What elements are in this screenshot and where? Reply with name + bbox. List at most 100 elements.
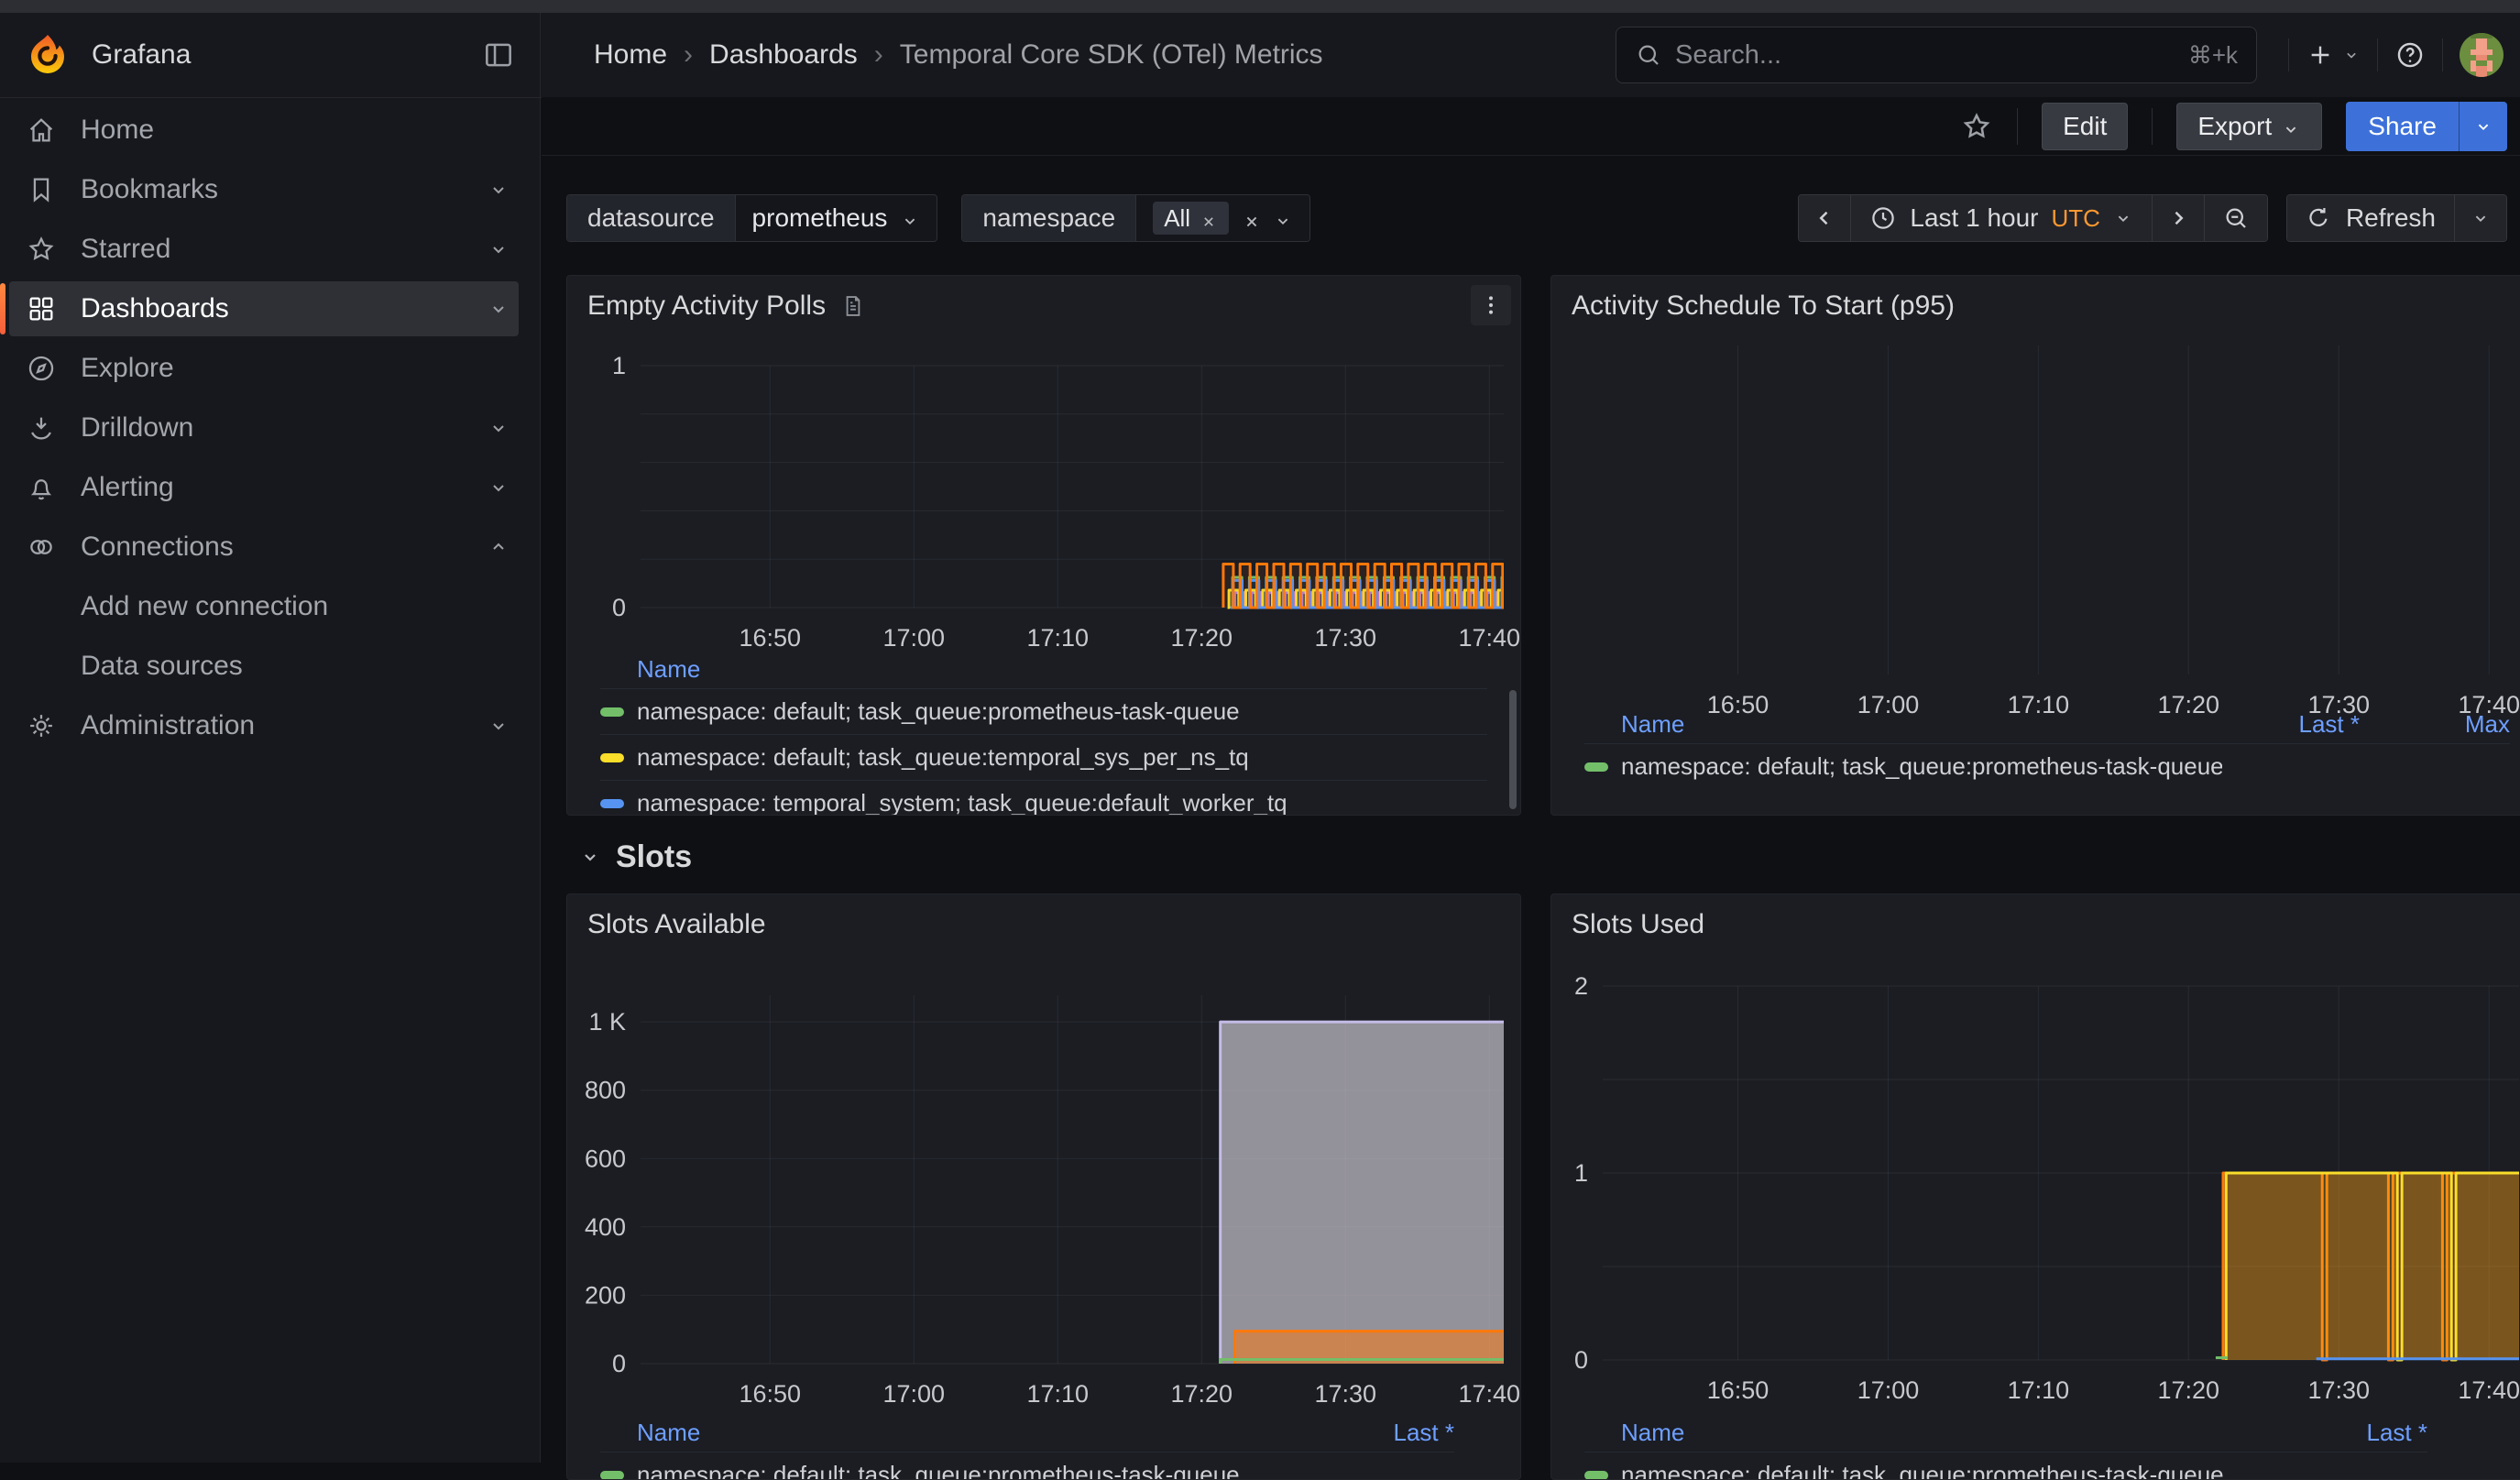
panel-description-icon[interactable] (840, 293, 866, 319)
legend-row[interactable]: namespace: temporal_system; task_queue:d… (600, 780, 1487, 816)
dashboard-submenu: datasource prometheus namespace All (542, 157, 2520, 276)
drilldown-icon (26, 412, 57, 444)
namespace-select[interactable]: All (1136, 195, 1310, 241)
zoom-out-button[interactable] (2203, 195, 2267, 241)
series-color-pill (600, 1470, 624, 1479)
help-icon[interactable] (2394, 39, 2426, 71)
star-icon (26, 234, 57, 265)
refresh-interval-chevron[interactable] (2454, 195, 2506, 241)
favorite-star-icon[interactable] (1960, 110, 1993, 143)
sidebar-item-administration[interactable]: Administration (0, 698, 541, 753)
legend-column-last[interactable]: Last * (2298, 709, 2361, 738)
legend-column-name[interactable]: Name (1621, 1418, 1685, 1446)
svg-text:17:20: 17:20 (1171, 624, 1233, 652)
svg-text:0: 0 (612, 594, 626, 621)
namespace-label: namespace (962, 195, 1137, 241)
app-title: Grafana (92, 39, 192, 70)
legend-row[interactable]: namespace: default; task_queue:prometheu… (1584, 743, 2510, 789)
edit-button[interactable]: Edit (2042, 102, 2129, 150)
legend-column-last[interactable]: Last * (1393, 1418, 1455, 1446)
chart-slots-available[interactable]: 1 K 800 600 400 200 0 16:50 17:00 17:10 17:20 17:3… (567, 894, 1521, 1415)
panel-header[interactable]: Slots Available (567, 894, 1520, 955)
legend-column-last[interactable]: Last * (2366, 1418, 2428, 1446)
breadcrumb-separator: › (684, 39, 694, 70)
legend-row[interactable]: namespace: default; task_queue:prometheu… (1584, 1452, 2427, 1479)
svg-text:16:50: 16:50 (740, 624, 802, 652)
legend-row[interactable]: namespace: default; task_queue:prometheu… (600, 688, 1487, 734)
svg-text:16:50: 16:50 (740, 1380, 802, 1408)
sidebar-item-data-sources[interactable]: Data sources (0, 639, 541, 694)
series-name: namespace: default; task_queue:temporal_… (637, 743, 1249, 771)
legend-column-name[interactable]: Name (637, 654, 701, 683)
panel-menu-button[interactable] (1471, 285, 1511, 325)
variable-filters: datasource prometheus namespace All (566, 194, 1311, 242)
legend-column-max[interactable]: Max (2464, 709, 2510, 738)
svg-text:1: 1 (1574, 1159, 1588, 1187)
chevron-down-icon (2118, 215, 2129, 223)
time-range-picker[interactable]: Last 1 hour UTC (1850, 195, 2152, 241)
panel-header[interactable]: Activity Schedule To Start (p95) (1551, 276, 2520, 336)
sidebar-item-explore[interactable]: Explore (0, 341, 541, 396)
grafana-logo-icon[interactable] (26, 33, 70, 77)
time-controls: Last 1 hour UTC Refresh (1798, 194, 2507, 242)
breadcrumb-item[interactable]: Dashboards (709, 39, 858, 70)
series-name: namespace: temporal_system; task_queue:d… (637, 789, 1287, 816)
connections-icon (26, 532, 57, 563)
sidebar-item-dashboards[interactable]: Dashboards (0, 281, 541, 336)
svg-text:2: 2 (1574, 972, 1588, 1000)
sidebar-item-starred[interactable]: Starred (0, 222, 541, 277)
svg-text:17:30: 17:30 (1315, 624, 1377, 652)
row-toggle-slots[interactable]: Slots (579, 829, 692, 884)
legend-row[interactable]: namespace: default; task_queue:prometheu… (600, 1452, 1454, 1479)
sidebar-item-connections[interactable]: Connections (0, 520, 541, 575)
share-menu-chevron-icon[interactable] (2459, 101, 2507, 151)
legend-scrollbar[interactable] (1509, 690, 1517, 809)
namespace-chip[interactable]: All (1153, 202, 1230, 235)
remove-value-icon[interactable] (1200, 209, 1218, 227)
legend-column-name[interactable]: Name (1621, 709, 1685, 738)
svg-text:17:40: 17:40 (1459, 1380, 1521, 1408)
datasource-variable: datasource prometheus (566, 194, 938, 242)
legend-header: Name (600, 650, 1487, 688)
panel-legend: Name Last * namespace: default; task_queue… (567, 1413, 1520, 1479)
section-title: Slots (616, 839, 693, 874)
time-shift-back-button[interactable] (1799, 195, 1851, 241)
series-color-pill (600, 798, 624, 808)
sidebar-item-drilldown[interactable]: Drilldown (0, 400, 541, 455)
header-divider (2377, 38, 2378, 71)
search-input[interactable]: Search... ⌘+k (1616, 27, 2257, 83)
chart-area: 2 1 0 16:50 17:00 17:10 17:20 17:30 17:40 (1551, 894, 2520, 1416)
sidebar-item-alerting[interactable]: Alerting (0, 460, 541, 515)
legend-row[interactable]: namespace: default; task_queue:temporal_… (600, 734, 1487, 780)
user-avatar[interactable] (2460, 33, 2504, 77)
legend-column-name[interactable]: Name (637, 1418, 701, 1446)
panel-empty-activity-polls: Empty Activity Polls 1 0 16:50 17:00 17:10 17:… (566, 275, 1521, 816)
refresh-button[interactable]: Refresh (2286, 195, 2454, 241)
share-button[interactable]: Share (2346, 101, 2507, 151)
chart-slots-used[interactable]: 2 1 0 16:50 17:00 17:10 17:20 17:30 17:40 (1551, 894, 2520, 1411)
sidebar-item-bookmarks[interactable]: Bookmarks (0, 162, 541, 217)
svg-text:16:50: 16:50 (1707, 691, 1769, 718)
header-divider (2442, 38, 2443, 71)
chart-empty-activity-polls[interactable]: 1 0 16:50 17:00 17:10 17:20 17:30 17:40 (567, 276, 1521, 659)
breadcrumb-item[interactable]: Home (594, 39, 668, 70)
datasource-select[interactable]: prometheus (735, 195, 937, 241)
export-button[interactable]: Export (2176, 102, 2323, 150)
panel-header[interactable]: Empty Activity Polls (567, 276, 1520, 336)
search-placeholder: Search... (1675, 39, 1782, 70)
panel-title: Activity Schedule To Start (p95) (1572, 291, 1955, 321)
sidebar-item-home[interactable]: Home (0, 103, 541, 158)
add-button[interactable] (2306, 40, 2361, 70)
chart-activity-schedule-to-start[interactable]: 16:50 17:00 17:10 17:20 17:30 17:40 (1551, 276, 2520, 726)
chart-area: 1 0 16:50 17:00 17:10 17:20 17:30 17:40 (567, 276, 1521, 663)
svg-text:17:30: 17:30 (2308, 1376, 2371, 1404)
panel-legend: Name Last * namespace: default; task_queue… (1551, 1413, 2520, 1479)
clear-all-icon[interactable] (1242, 209, 1260, 227)
namespace-variable: namespace All (961, 194, 1311, 242)
sidebar-toggle-icon[interactable] (481, 38, 516, 72)
panel-header[interactable]: Slots Used (1551, 894, 2520, 955)
chevron-down-icon (488, 238, 509, 260)
sidebar-item-add-new-connection[interactable]: Add new connection (0, 579, 541, 634)
time-shift-forward-button[interactable] (2151, 195, 2204, 241)
sidebar-item-label: Home (81, 115, 155, 145)
